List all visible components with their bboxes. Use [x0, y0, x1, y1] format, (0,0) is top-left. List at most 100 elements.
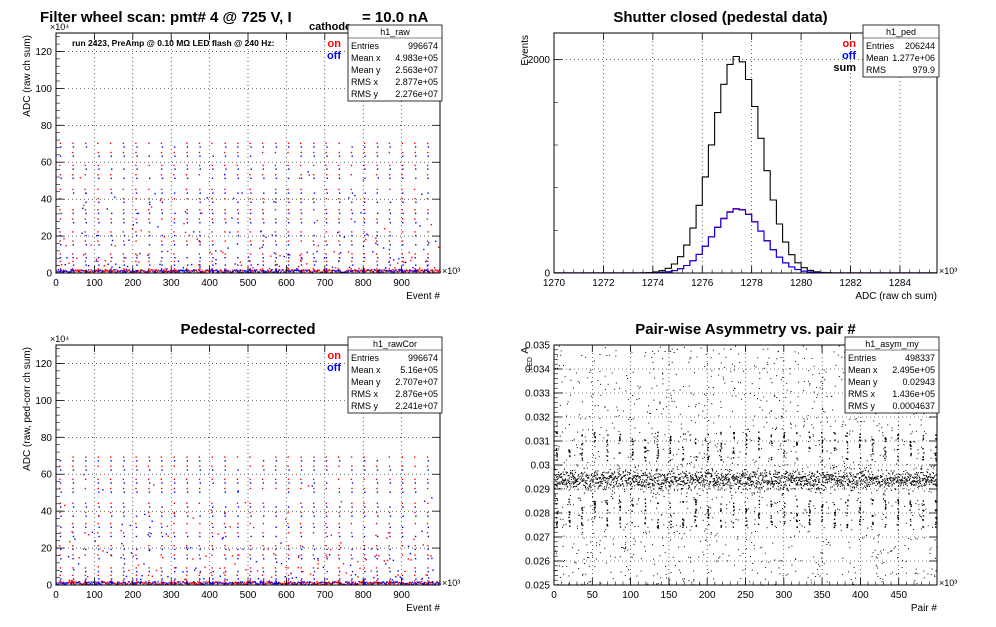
- data-point: [778, 472, 779, 473]
- data-point: [111, 192, 112, 193]
- data-point: [339, 558, 340, 559]
- data-point: [402, 578, 403, 579]
- data-point: [415, 146, 416, 147]
- data-point: [301, 506, 302, 507]
- data-point: [397, 574, 398, 575]
- data-point: [364, 456, 365, 457]
- data-point: [415, 178, 416, 179]
- data-point: [224, 554, 225, 555]
- data-point: [778, 486, 779, 487]
- data-point: [235, 271, 236, 272]
- data-point: [301, 174, 302, 175]
- data-point: [691, 490, 692, 491]
- data-point: [148, 209, 149, 210]
- data-point: [557, 486, 558, 487]
- data-point: [288, 488, 289, 489]
- data-point: [375, 237, 376, 238]
- data-point: [364, 156, 365, 157]
- data-point: [855, 578, 856, 579]
- data-point: [314, 192, 315, 193]
- data-point: [651, 470, 652, 471]
- data-point: [574, 483, 575, 484]
- data-point: [186, 198, 187, 199]
- data-point: [734, 477, 735, 478]
- data-point: [796, 476, 797, 477]
- data-point: [87, 271, 88, 272]
- x-tick-label: 100: [86, 278, 103, 289]
- data-point: [862, 484, 863, 485]
- data-point: [279, 266, 280, 267]
- data-point: [217, 583, 218, 584]
- data-point: [275, 222, 276, 223]
- data-point: [428, 146, 429, 147]
- data-point: [819, 482, 820, 483]
- data-point: [743, 474, 744, 475]
- data-point: [929, 473, 930, 474]
- data-point: [299, 270, 300, 271]
- data-point: [301, 578, 302, 579]
- data-point: [270, 256, 271, 257]
- data-point: [591, 490, 592, 491]
- data-point: [432, 570, 433, 571]
- data-point: [98, 235, 99, 236]
- data-point: [869, 479, 870, 480]
- data-point: [414, 554, 415, 555]
- data-point: [834, 484, 835, 485]
- data-point: [377, 213, 378, 214]
- data-point: [313, 198, 314, 199]
- data-point: [765, 481, 766, 482]
- data-point: [276, 516, 277, 517]
- data-point: [351, 209, 352, 210]
- x-tick-label: 900: [393, 278, 410, 289]
- data-point: [626, 482, 627, 483]
- data-point: [211, 554, 212, 555]
- data-point: [85, 193, 86, 194]
- data-point: [405, 271, 406, 272]
- data-point: [111, 168, 112, 169]
- data-point: [98, 558, 99, 559]
- data-point: [351, 235, 352, 236]
- data-point: [123, 571, 124, 572]
- data-point: [561, 476, 562, 477]
- data-point: [569, 477, 570, 478]
- data-point: [389, 549, 390, 550]
- data-point: [251, 536, 252, 537]
- data-point: [858, 492, 859, 493]
- data-point: [313, 523, 314, 524]
- data-point: [344, 237, 345, 238]
- data-point: [98, 466, 99, 467]
- data-point: [805, 476, 806, 477]
- data-point: [879, 482, 880, 483]
- data-point: [250, 516, 251, 517]
- data-point: [363, 179, 364, 180]
- data-point: [174, 513, 175, 514]
- data-point: [352, 536, 353, 537]
- data-point: [321, 581, 322, 582]
- data-point: [351, 506, 352, 507]
- data-point: [427, 257, 428, 258]
- data-point: [642, 481, 643, 482]
- data-point: [864, 486, 865, 487]
- data-point: [238, 213, 239, 214]
- data-point: [820, 462, 821, 463]
- data-point: [376, 580, 377, 581]
- data-point: [98, 566, 99, 567]
- data-point: [234, 269, 235, 270]
- data-point: [782, 408, 783, 409]
- data-point: [224, 218, 225, 219]
- data-point: [555, 480, 556, 481]
- data-point: [346, 270, 347, 271]
- data-point: [415, 506, 416, 507]
- data-point: [185, 232, 186, 233]
- data-point: [104, 582, 105, 583]
- data-point: [425, 261, 426, 262]
- data-point: [275, 240, 276, 241]
- data-point: [97, 209, 98, 210]
- data-point: [699, 478, 700, 479]
- data-point: [148, 253, 149, 254]
- data-point: [842, 485, 843, 486]
- data-point: [402, 218, 403, 219]
- data-point: [397, 581, 398, 582]
- data-point: [661, 475, 662, 476]
